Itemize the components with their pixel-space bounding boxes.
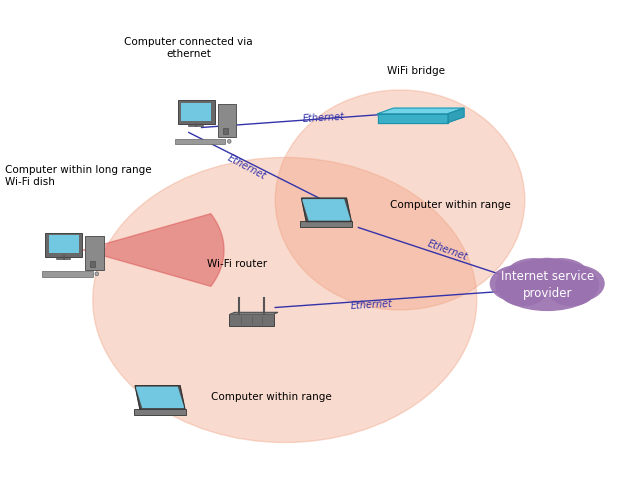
Ellipse shape xyxy=(545,264,605,302)
Text: Computer within long range
Wi-Fi dish: Computer within long range Wi-Fi dish xyxy=(5,164,152,187)
FancyBboxPatch shape xyxy=(178,100,214,124)
Ellipse shape xyxy=(95,272,99,276)
Polygon shape xyxy=(301,198,351,222)
FancyBboxPatch shape xyxy=(49,235,79,254)
FancyBboxPatch shape xyxy=(229,314,274,326)
FancyBboxPatch shape xyxy=(85,236,104,270)
Ellipse shape xyxy=(523,258,572,288)
Text: Ethernet: Ethernet xyxy=(302,112,344,124)
FancyBboxPatch shape xyxy=(175,138,225,144)
Ellipse shape xyxy=(490,264,549,302)
Polygon shape xyxy=(83,214,224,286)
Polygon shape xyxy=(230,312,278,314)
Text: Ethernet: Ethernet xyxy=(426,238,470,262)
Polygon shape xyxy=(378,114,448,122)
Ellipse shape xyxy=(532,258,588,290)
Text: Ethernet: Ethernet xyxy=(350,299,392,311)
Polygon shape xyxy=(448,108,464,122)
Ellipse shape xyxy=(499,274,547,306)
FancyBboxPatch shape xyxy=(42,271,93,276)
Text: Computer connected via
ethernet: Computer connected via ethernet xyxy=(125,36,253,59)
Ellipse shape xyxy=(506,258,562,290)
Text: WiFi bridge: WiFi bridge xyxy=(387,66,445,76)
Text: Wi-Fi router: Wi-Fi router xyxy=(207,259,267,269)
Text: Computer within range: Computer within range xyxy=(390,200,511,210)
FancyBboxPatch shape xyxy=(134,408,186,414)
Ellipse shape xyxy=(93,158,477,443)
FancyBboxPatch shape xyxy=(45,233,82,256)
FancyBboxPatch shape xyxy=(218,104,236,138)
FancyBboxPatch shape xyxy=(181,102,211,121)
Polygon shape xyxy=(378,108,464,114)
Text: Internet service
provider: Internet service provider xyxy=(500,270,594,300)
Ellipse shape xyxy=(547,274,595,306)
Text: Ethernet: Ethernet xyxy=(225,153,268,182)
FancyBboxPatch shape xyxy=(300,221,353,227)
Ellipse shape xyxy=(227,140,231,143)
Polygon shape xyxy=(303,200,350,220)
FancyBboxPatch shape xyxy=(90,260,95,266)
Ellipse shape xyxy=(275,90,525,310)
Polygon shape xyxy=(136,388,184,407)
Ellipse shape xyxy=(495,259,599,311)
Polygon shape xyxy=(135,386,185,409)
Text: Computer within range: Computer within range xyxy=(211,392,332,402)
FancyBboxPatch shape xyxy=(223,128,228,134)
